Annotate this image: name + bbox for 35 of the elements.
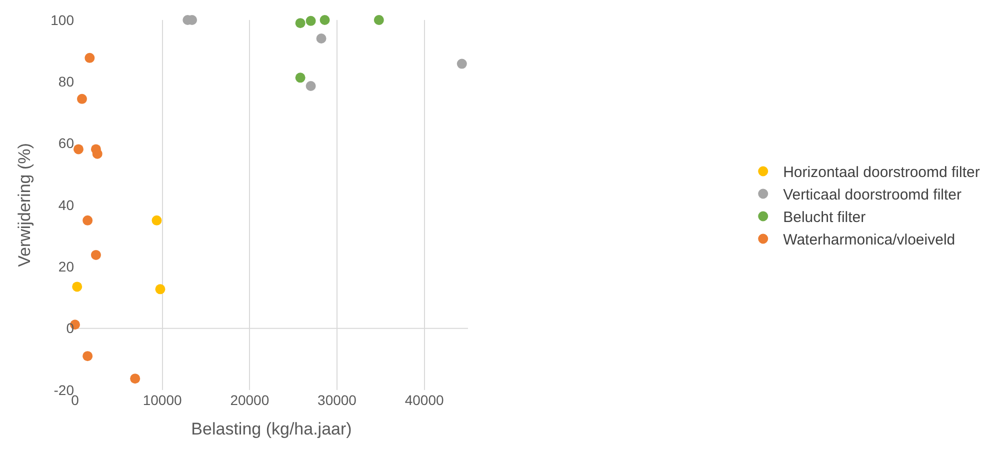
point bbox=[82, 351, 93, 362]
y-tick-label: 40 bbox=[58, 196, 74, 213]
point bbox=[90, 250, 101, 260]
y-tick-label: 100 bbox=[50, 12, 74, 28]
legend-label: Waterharmonica/vloeiveld bbox=[783, 232, 956, 249]
point bbox=[152, 215, 162, 226]
y-tick-label: 0 bbox=[66, 320, 74, 336]
legend-label: Horizontaal doorstroomd filter bbox=[783, 164, 980, 182]
point bbox=[92, 148, 102, 159]
point bbox=[320, 15, 330, 25]
point bbox=[155, 284, 166, 294]
point bbox=[456, 58, 467, 69]
point bbox=[76, 94, 87, 104]
x-tick-label: 20000 bbox=[230, 392, 270, 408]
point bbox=[374, 15, 384, 25]
point bbox=[306, 80, 316, 91]
point bbox=[130, 374, 140, 384]
y-tick-label: 80 bbox=[58, 74, 74, 90]
legend-label: Belucht filter bbox=[783, 209, 866, 226]
y-tick-label: 60 bbox=[58, 135, 74, 152]
point bbox=[295, 18, 306, 28]
point bbox=[84, 52, 95, 63]
y-tick-label: 20 bbox=[58, 258, 74, 275]
x-tick-label: 30000 bbox=[318, 392, 357, 408]
x-axis-title: Belasting (kg/ha.jaar) bbox=[191, 419, 352, 438]
point bbox=[295, 72, 306, 83]
y-axis-title: Verwijdering (%) bbox=[15, 143, 34, 267]
legend-label: Verticaal doorstroomd filter bbox=[783, 186, 962, 204]
point bbox=[306, 16, 316, 26]
point bbox=[316, 34, 326, 44]
point bbox=[73, 144, 84, 154]
point bbox=[82, 215, 93, 226]
point bbox=[72, 282, 82, 292]
x-tick-label: 10000 bbox=[142, 392, 182, 408]
x-tick-label: 40000 bbox=[404, 392, 444, 408]
